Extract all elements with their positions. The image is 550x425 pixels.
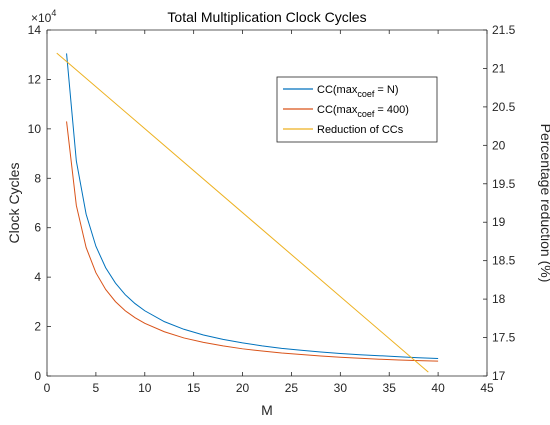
legend-label-prefix: CC(max — [317, 84, 358, 96]
x-tick-label: 40 — [431, 381, 445, 395]
axes-layer — [46, 29, 488, 377]
legend-label-prefix: Reduction of CCs — [317, 124, 404, 136]
x-axis-label: M — [261, 402, 273, 418]
y-left-tick-label: 10 — [28, 122, 42, 136]
series-line-1 — [66, 53, 439, 359]
y-left-tick-label: 4 — [34, 270, 41, 284]
y-right-axis-label: Percentage reduction (%) — [538, 124, 550, 283]
x-tick-label: 15 — [187, 381, 201, 395]
series-layer — [56, 52, 439, 373]
y-left-tick-label: 8 — [34, 171, 41, 185]
y-right-tick-label: 21 — [492, 61, 506, 75]
y-left-axis-label: Clock Cycles — [6, 163, 22, 244]
legend-label-subscript: coef — [357, 89, 375, 99]
y-right-tick-label: 18 — [492, 292, 506, 306]
y-left-multiplier: ×104 — [31, 8, 56, 25]
x-tick-label: 10 — [138, 381, 152, 395]
y-left-tick-label: 0 — [34, 369, 41, 383]
x-tick-label: 45 — [480, 381, 494, 395]
legend-label-prefix: CC(max — [317, 104, 358, 116]
x-tick-label: 25 — [285, 381, 299, 395]
legend: CC(maxcoef = N)CC(maxcoef = 400)Reductio… — [276, 76, 438, 143]
x-tick-label: 20 — [236, 381, 250, 395]
y-right-tick-label: 21.5 — [492, 23, 516, 37]
y-left-tick-label: 12 — [28, 72, 42, 86]
y-right-tick-label: 18.5 — [492, 254, 516, 268]
y-right-tick-label: 20.5 — [492, 100, 516, 114]
y-right-tick-label: 19 — [492, 215, 506, 229]
y-right-tick-label: 19.5 — [492, 177, 516, 191]
legend-label-3: Reduction of CCs — [317, 124, 404, 136]
y-right-tick-label: 17.5 — [492, 331, 516, 345]
chart-title: Total Multiplication Clock Cycles — [167, 9, 366, 25]
legend-label-2: CC(maxcoef = 400) — [317, 104, 409, 119]
y-right-tick-label: 17 — [492, 369, 506, 383]
y-left-multiplier-base: ×10 — [31, 11, 52, 25]
x-tick-label: 0 — [44, 381, 51, 395]
series-line-2 — [66, 121, 439, 362]
legend-label-suffix: = 400) — [374, 104, 409, 116]
legend-label-suffix: = N) — [374, 84, 398, 96]
legend-label-1: CC(maxcoef = N) — [317, 84, 399, 99]
x-tick-label: 5 — [93, 381, 100, 395]
series-line-3 — [56, 52, 429, 373]
x-tick-label: 30 — [334, 381, 348, 395]
y-left-tick-label: 2 — [34, 320, 41, 334]
y-right-tick-label: 20 — [492, 138, 506, 152]
legend-label-subscript: coef — [357, 109, 375, 119]
y-left-tick-label: 14 — [28, 23, 42, 37]
text-layer: 0 5 10 15 20 25 30 35 40 45 0 2 4 6 8 10 12 14 17 17.5 18 18.… — [6, 8, 550, 418]
x-tick-label: 35 — [383, 381, 397, 395]
y-left-multiplier-exponent: 4 — [51, 8, 56, 18]
y-left-tick-label: 6 — [34, 221, 41, 235]
